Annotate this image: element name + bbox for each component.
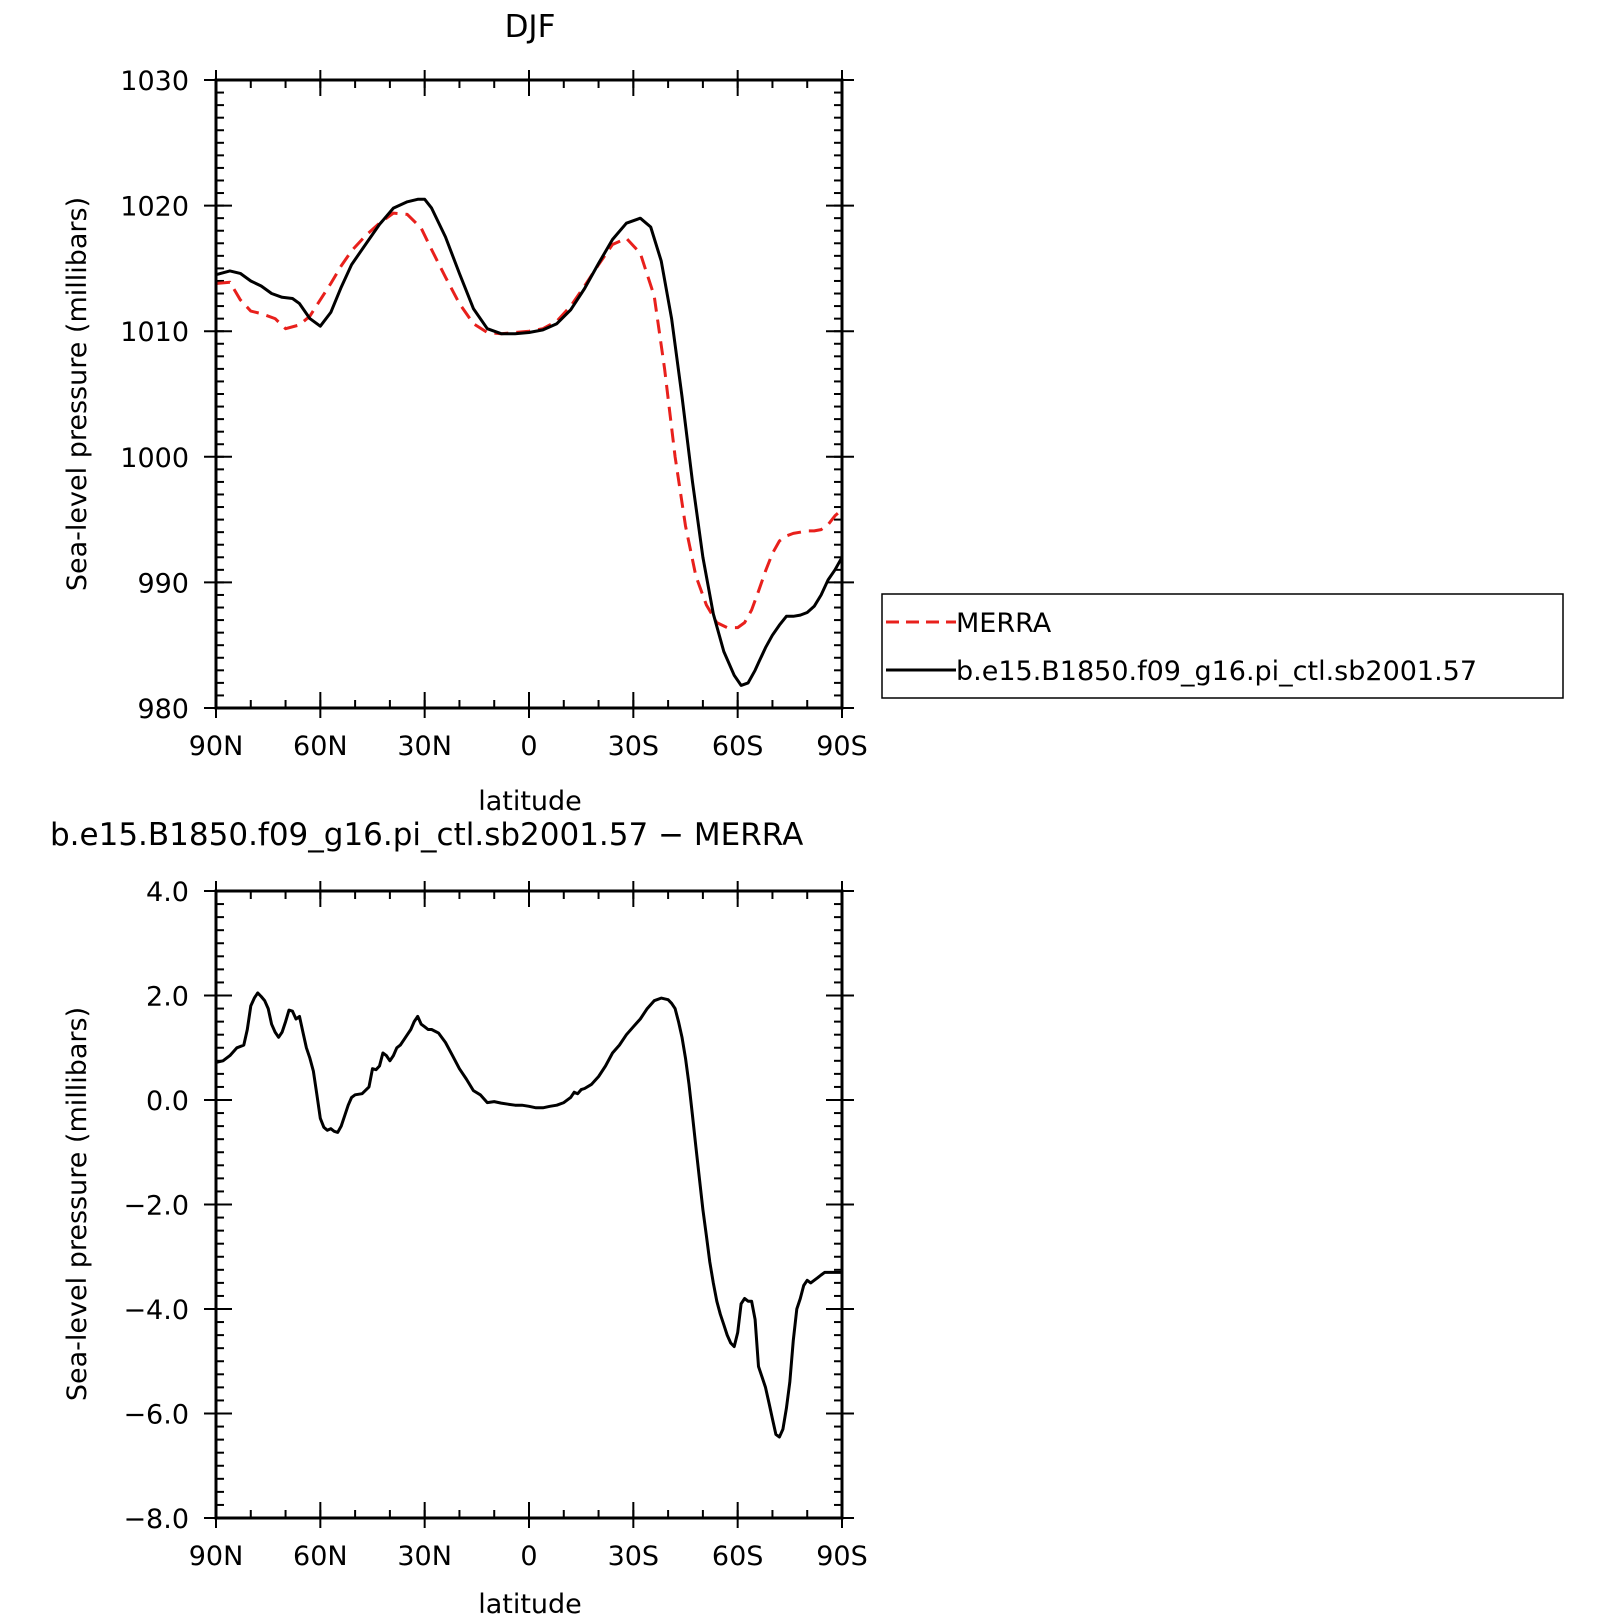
- bottom-y-tick-label: 2.0: [146, 982, 189, 1013]
- legend-box: [881, 593, 1564, 699]
- bottom-x-tick-label: 90S: [816, 1541, 868, 1572]
- top-panel-title: DJF: [505, 9, 556, 45]
- legend-label-model: b.e15.B1850.f09_g16.pi_ctl.sb2001.57: [956, 656, 1477, 687]
- top-y-tick-label: 990: [137, 568, 189, 599]
- top-y-tick-label: 1010: [120, 317, 189, 348]
- bottom-plot-area: 90N 60N 30N 0 30S 60S 90S −8.0 −6.0 −4.0 −2.0 0.0 2.…: [123, 877, 867, 1572]
- top-x-axis-label: latitude: [478, 786, 582, 817]
- panel-djf: DJF 90N 60N 30N 0 30S 60S 90S 980 990 1000 1010 102…: [62, 9, 1564, 817]
- bottom-x-tick-label: 30N: [397, 1541, 452, 1572]
- bottom-x-tick-label: 0: [520, 1541, 537, 1572]
- bottom-y-tick-label: −6.0: [123, 1400, 189, 1431]
- top-x-tick-label: 30S: [608, 731, 660, 762]
- top-x-tick-label: 0: [520, 731, 537, 762]
- bottom-x-tick-label: 30S: [608, 1541, 660, 1572]
- top-x-tick-label: 60S: [712, 731, 764, 762]
- bottom-y-tick-label: −4.0: [123, 1295, 189, 1326]
- bottom-panel-title: b.e15.B1850.f09_g16.pi_ctl.sb2001.57 − M…: [50, 817, 803, 853]
- top-y-tick-label: 980: [137, 694, 189, 725]
- top-y-tick-label: 1020: [120, 192, 189, 223]
- bottom-x-tick-label: 90N: [189, 1541, 244, 1572]
- top-y-axis-label: Sea-level pressure (millibars): [62, 197, 93, 591]
- top-plot-frame: [214, 78, 844, 710]
- top-y-tick-label: 1030: [120, 66, 189, 97]
- top-y-tick-label: 1000: [120, 443, 189, 474]
- bottom-y-axis-label: Sea-level pressure (millibars): [62, 1007, 93, 1401]
- bottom-plot-frame: [214, 889, 844, 1520]
- legend-label-merra: MERRA: [956, 608, 1052, 639]
- bottom-series-line-0: [215, 991, 842, 1439]
- bottom-y-tick-label: 0.0: [146, 1086, 189, 1117]
- bottom-y-tick-label: 4.0: [146, 877, 189, 908]
- legend: MERRA b.e15.B1850.f09_g16.pi_ctl.sb2001.…: [881, 593, 1564, 699]
- top-series-line-0: [215, 211, 843, 630]
- panel-difference: b.e15.B1850.f09_g16.pi_ctl.sb2001.57 − M…: [50, 817, 868, 1619]
- top-series-line-1: [215, 197, 844, 687]
- top-x-tick-label: 60N: [293, 731, 348, 762]
- top-x-tick-label: 90N: [189, 731, 244, 762]
- bottom-x-tick-label: 60N: [293, 1541, 348, 1572]
- bottom-y-tick-label: −2.0: [123, 1191, 189, 1222]
- top-plot-area: 90N 60N 30N 0 30S 60S 90S 980 990 1000 1010 1020 103…: [120, 66, 867, 762]
- bottom-x-axis-label: latitude: [478, 1589, 582, 1619]
- bottom-y-tick-label: −8.0: [123, 1504, 189, 1535]
- bottom-x-tick-label: 60S: [712, 1541, 764, 1572]
- top-x-tick-label: 30N: [397, 731, 452, 762]
- top-x-tick-label: 90S: [816, 731, 868, 762]
